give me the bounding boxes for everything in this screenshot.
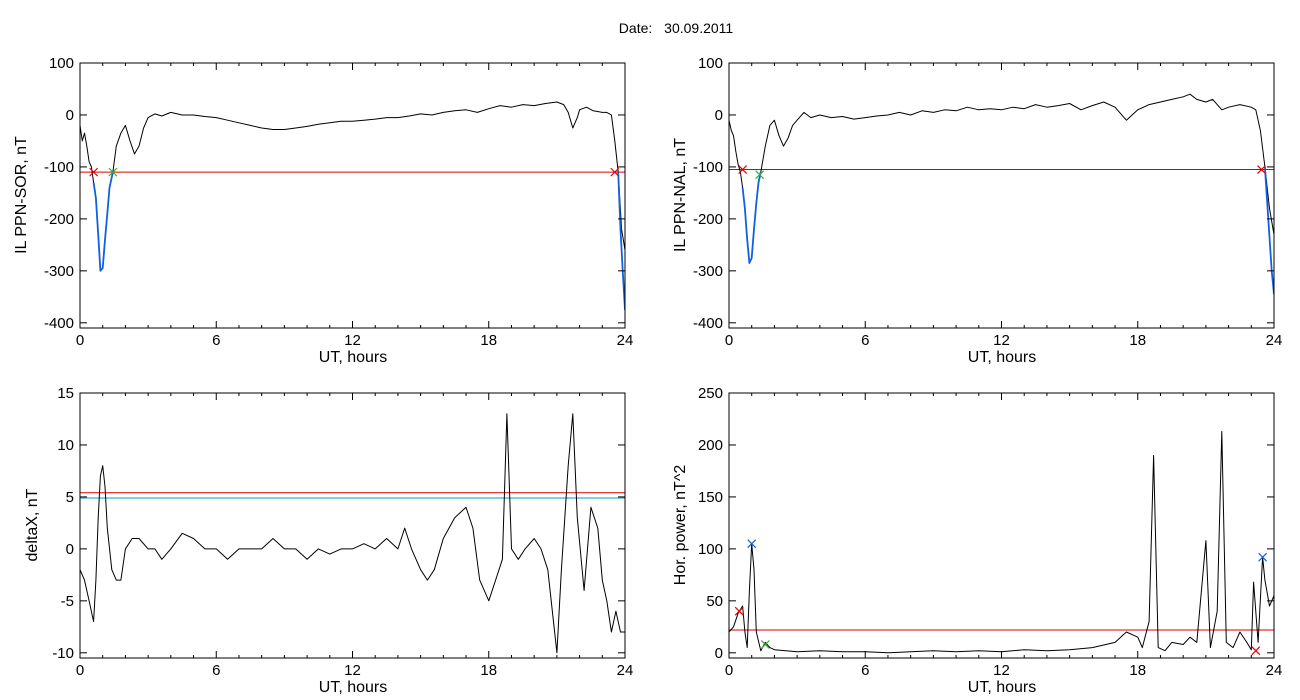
y-tick-label-il-sor-0: -400 — [44, 315, 74, 332]
x-tick-label-il-sor-1: 6 — [212, 332, 220, 349]
y-tick-label-il-nal-4: 0 — [715, 107, 723, 124]
y-tick-label-il-sor-3: -100 — [44, 159, 74, 176]
x-tick-label-hor-power-0: 0 — [725, 662, 733, 679]
cross-marker-hor-power-4 — [1258, 552, 1268, 562]
plot-clip-il-nal — [729, 93, 1274, 295]
ylabel-deltax: deltaX, nT — [24, 488, 41, 561]
y-tick-label-il-sor-1: -300 — [44, 263, 74, 280]
panel-il-nal: 0 6 12 18 24 -400 -300 -200 -100 0 100 IL PPN-NAL,… — [672, 55, 1282, 366]
cross-marker-il-sor-1 — [108, 167, 118, 177]
highlight-line-il-sor-1 — [92, 171, 114, 272]
y-tick-label-hor-power-1: 50 — [706, 593, 723, 610]
ylabel-il-sor: IL PPN-SOR, nT — [13, 136, 30, 254]
trace-line-hor-power-0 — [729, 431, 1274, 654]
x-tick-label-hor-power-2: 12 — [993, 662, 1010, 679]
plot-area-il-sor: 0 6 12 18 24 -400 -300 -200 -100 0 100 — [44, 55, 633, 349]
y-tick-label-il-sor-2: -200 — [44, 211, 74, 228]
cross-marker-il-nal-1 — [755, 170, 765, 180]
x-tick-label-il-nal-1: 6 — [861, 332, 869, 349]
plot-frame-il-nal — [728, 62, 1275, 329]
x-tick-label-il-sor-2: 12 — [344, 332, 361, 349]
cross-marker-hor-power-1 — [747, 539, 757, 549]
highlight-line-il-nal-2 — [1264, 166, 1274, 295]
y-tick-label-il-nal-5: 100 — [698, 55, 723, 72]
cross-marker-il-sor-0 — [89, 167, 99, 177]
xlabel-deltax: UT, hours — [319, 679, 387, 696]
y-tick-label-deltax-3: 5 — [66, 489, 74, 506]
plot-area-hor-power: 0 6 12 18 24 0 50 100 150 200 250 — [698, 385, 1282, 679]
x-tick-label-il-nal-2: 12 — [993, 332, 1010, 349]
y-tick-label-deltax-0: -10 — [52, 645, 74, 662]
x-tick-label-il-nal-4: 24 — [1266, 332, 1283, 349]
cross-marker-hor-power-0 — [734, 606, 744, 616]
x-tick-label-il-nal-3: 18 — [1129, 332, 1146, 349]
y-tick-label-il-nal-1: -300 — [693, 263, 723, 280]
date-title: Date: 30.09.2011 — [619, 20, 734, 36]
date-value: 30.09.2011 — [664, 20, 733, 36]
plot-area-il-nal: 0 6 12 18 24 -400 -300 -200 -100 0 100 — [693, 55, 1282, 349]
y-tick-label-hor-power-0: 0 — [715, 645, 723, 662]
panel-hor-power: 0 6 12 18 24 0 50 100 150 200 250 Hor. power, nT^2… — [672, 385, 1282, 696]
x-tick-label-deltax-2: 12 — [344, 662, 361, 679]
x-tick-label-deltax-1: 6 — [212, 662, 220, 679]
y-tick-label-il-sor-5: 100 — [49, 55, 74, 72]
plot-clip-deltax — [80, 413, 625, 654]
xlabel-hor-power: UT, hours — [968, 679, 1036, 696]
ylabel-hor-power: Hor. power, nT^2 — [672, 465, 689, 586]
plot-frame-deltax — [79, 392, 626, 659]
ylabel-il-nal: IL PPN-NAL, nT — [672, 138, 689, 252]
plot-clip-hor-power — [729, 431, 1274, 654]
panel-deltax: 0 6 12 18 24 -10 -5 0 5 10 15 deltaX, nT UT, hours — [24, 385, 633, 696]
xlabel-il-nal: UT, hours — [968, 349, 1036, 366]
x-tick-label-deltax-4: 24 — [617, 662, 634, 679]
cross-marker-hor-power-3 — [1251, 646, 1261, 656]
date-label: Date: — [619, 20, 652, 36]
y-tick-label-hor-power-5: 250 — [698, 385, 723, 402]
cross-marker-il-nal-0 — [738, 165, 748, 174]
y-tick-label-il-nal-2: -200 — [693, 211, 723, 228]
y-tick-label-hor-power-2: 100 — [698, 541, 723, 558]
y-tick-label-il-nal-3: -100 — [693, 159, 723, 176]
y-tick-label-deltax-4: 10 — [57, 437, 74, 454]
highlight-line-il-nal-1 — [741, 171, 762, 264]
x-tick-label-hor-power-1: 6 — [861, 662, 869, 679]
cross-marker-hor-power-2 — [760, 640, 770, 649]
x-tick-label-il-sor-4: 24 — [617, 332, 634, 349]
plot-area-deltax: 0 6 12 18 24 -10 -5 0 5 10 15 — [52, 385, 633, 679]
plot-clip-il-sor — [80, 101, 625, 310]
x-tick-label-deltax-0: 0 — [76, 662, 84, 679]
y-tick-label-deltax-5: 15 — [57, 385, 74, 402]
y-tick-label-hor-power-4: 200 — [698, 437, 723, 454]
x-tick-label-hor-power-4: 24 — [1266, 662, 1283, 679]
cross-marker-il-nal-2 — [1257, 165, 1266, 174]
x-tick-label-hor-power-3: 18 — [1129, 662, 1146, 679]
x-tick-label-il-sor-3: 18 — [480, 332, 497, 349]
y-tick-label-il-nal-0: -400 — [693, 315, 723, 332]
y-tick-label-deltax-1: -5 — [61, 593, 74, 610]
plot-frame-il-sor — [79, 62, 626, 329]
plot-frame-hor-power — [728, 392, 1275, 659]
highlight-line-il-sor-2 — [617, 172, 625, 310]
y-tick-label-hor-power-3: 150 — [698, 489, 723, 506]
x-tick-label-il-nal-0: 0 — [725, 332, 733, 349]
trace-line-deltax-0 — [80, 413, 625, 654]
x-tick-label-il-sor-0: 0 — [76, 332, 84, 349]
xlabel-il-sor: UT, hours — [319, 349, 387, 366]
trace-line-il-nal-0 — [729, 93, 1274, 264]
y-tick-label-il-sor-4: 0 — [66, 107, 74, 124]
y-tick-label-deltax-2: 0 — [66, 541, 74, 558]
x-tick-label-deltax-3: 18 — [480, 662, 497, 679]
cross-marker-il-sor-2 — [610, 167, 620, 177]
panel-il-sor: 0 6 12 18 24 -400 -300 -200 -100 0 100 IL PPN-SOR,… — [13, 55, 633, 366]
trace-line-il-sor-0 — [80, 101, 625, 272]
